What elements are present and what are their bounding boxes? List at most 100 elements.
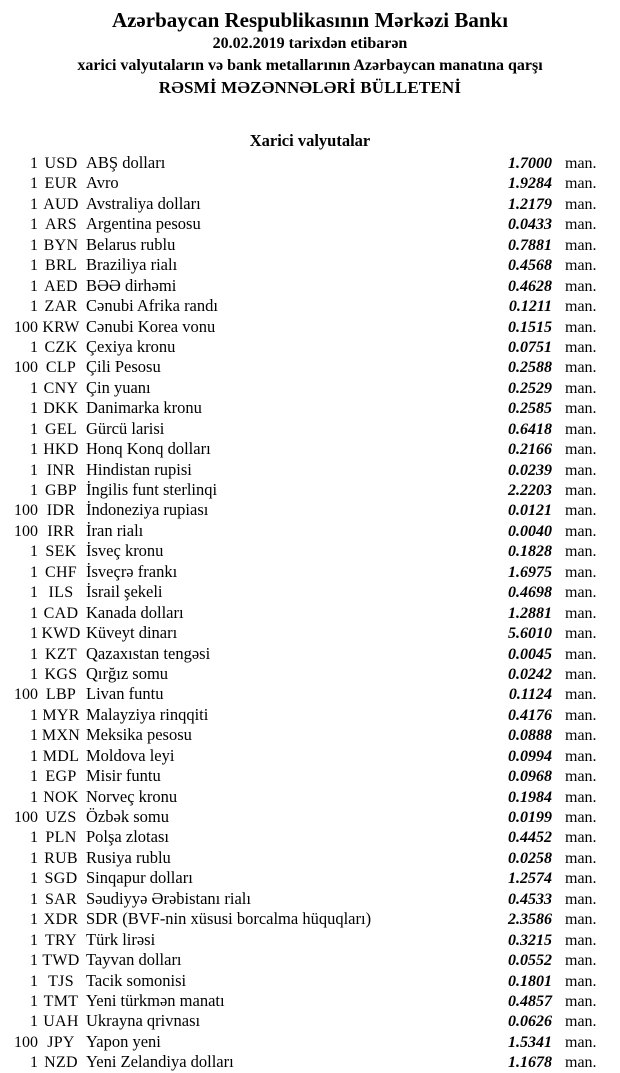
row-unit: man.	[565, 461, 597, 479]
row-quantity: 1	[30, 175, 38, 193]
row-quantity: 1	[30, 747, 38, 765]
rate-row: 100 LBP Livan funtu 0.1124 man.	[0, 684, 620, 704]
row-code: DKK	[43, 400, 79, 418]
row-code: KZT	[44, 645, 77, 663]
row-code: GEL	[44, 420, 77, 438]
row-code: KRW	[42, 318, 80, 336]
row-rate: 0.1124	[508, 686, 552, 704]
rate-row: 1 BYN Belarus rublu 0.7881 man.	[0, 235, 620, 255]
row-unit: man.	[565, 952, 597, 970]
row-unit: man.	[565, 195, 597, 213]
rate-row: 1 ARS Argentina pesosu 0.0433 man.	[0, 214, 620, 234]
row-quantity: 100	[14, 318, 38, 336]
row-code: NOK	[43, 788, 79, 806]
row-currency-name: Ukrayna qrivnası	[86, 1011, 201, 1031]
row-currency-name: Belarus rublu	[86, 234, 176, 254]
row-unit: man.	[565, 849, 597, 867]
row-rate: 0.4568	[508, 257, 552, 275]
row-rate: 0.0045	[508, 645, 552, 663]
row-rate: 0.1211	[508, 298, 552, 316]
row-quantity: 100	[14, 1033, 38, 1051]
row-rate: 0.0433	[508, 216, 552, 234]
row-quantity: 1	[30, 277, 38, 295]
row-quantity: 1	[30, 727, 38, 745]
row-unit: man.	[565, 543, 597, 561]
row-code: INR	[46, 461, 76, 479]
row-quantity: 1	[30, 911, 38, 929]
row-unit: man.	[565, 359, 597, 377]
rate-row: 1 KWD Küveyt dinarı 5.6010 man.	[0, 623, 620, 643]
row-rate: 0.0121	[508, 502, 552, 520]
row-quantity: 1	[30, 420, 38, 438]
row-currency-name: Malayziya rinqqiti	[86, 704, 209, 724]
row-quantity: 1	[30, 1054, 38, 1072]
rate-row: 1 NZD Yeni Zelandiya dolları 1.1678 man.	[0, 1052, 620, 1072]
row-code: JPY	[47, 1033, 75, 1051]
row-unit: man.	[565, 992, 597, 1010]
row-quantity: 1	[30, 665, 38, 683]
rate-row: 1 HKD Honq Konq dolları 0.2166 man.	[0, 439, 620, 459]
row-rate: 0.2166	[508, 441, 552, 459]
row-quantity: 1	[30, 788, 38, 806]
row-unit: man.	[565, 155, 597, 172]
row-quantity: 100	[14, 522, 38, 540]
row-currency-name: SDR (BVF-nin xüsusi borcalma hüquqları)	[86, 909, 372, 929]
row-quantity: 100	[14, 809, 38, 826]
row-quantity: 1	[30, 625, 38, 643]
rate-row: 1 MYR Malayziya rinqqiti 0.4176 man.	[0, 705, 620, 725]
row-currency-name: Norveç kronu	[86, 786, 178, 806]
row-currency-name: Avro	[86, 173, 119, 193]
row-unit: man.	[565, 788, 597, 806]
row-rate: 0.3215	[508, 931, 552, 949]
row-code: MXN	[41, 727, 81, 745]
row-quantity: 1	[30, 890, 38, 908]
row-unit: man.	[565, 972, 597, 990]
row-currency-name: Misir funtu	[86, 766, 161, 786]
row-unit: man.	[565, 257, 597, 275]
rate-row: 1 GEL Gürcü larisi 0.6418 man.	[0, 419, 620, 439]
row-code: CLP	[45, 359, 77, 377]
row-code: CZK	[44, 338, 78, 356]
rate-row: 1 SGD Sinqapur dolları 1.2574 man.	[0, 868, 620, 888]
rate-row: 1 MDL Moldova leyi 0.0994 man.	[0, 746, 620, 766]
row-quantity: 1	[30, 829, 38, 847]
rate-row: 1 NOK Norveç kronu 0.1984 man.	[0, 787, 620, 807]
row-rate: 0.2529	[508, 379, 552, 397]
row-unit: man.	[565, 911, 597, 929]
row-rate: 2.2203	[508, 482, 552, 499]
row-currency-name: Cənubi Korea vonu	[86, 316, 216, 336]
row-unit: man.	[565, 277, 597, 295]
row-quantity: 1	[30, 952, 38, 970]
row-quantity: 1	[30, 543, 38, 561]
row-quantity: 1	[30, 1013, 38, 1031]
row-quantity: 1	[30, 706, 38, 724]
row-unit: man.	[565, 1054, 597, 1072]
row-currency-name: Kanada dolları	[86, 602, 184, 622]
row-unit: man.	[565, 563, 597, 581]
row-quantity: 100	[14, 502, 38, 520]
row-rate: 0.0258	[508, 849, 552, 867]
rate-row: 1 AED BƏƏ dirhəmi 0.4628 man.	[0, 276, 620, 296]
row-unit: man.	[565, 236, 597, 254]
rate-row: 1 PLN Polşa zlotası 0.4452 man.	[0, 827, 620, 847]
row-unit: man.	[565, 870, 597, 888]
row-code: LBP	[45, 686, 77, 704]
row-unit: man.	[565, 420, 597, 438]
rate-row: 100 KRW Cənubi Korea vonu 0.1515 man.	[0, 317, 620, 337]
row-currency-name: İndoneziya rupiası	[86, 500, 209, 520]
row-rate: 1.1678	[508, 1054, 552, 1072]
row-unit: man.	[565, 522, 597, 540]
rate-row: 1 AUD Avstraliya dolları 1.2179 man.	[0, 194, 620, 214]
rate-row: 1 CAD Kanada dolları 1.2881 man.	[0, 603, 620, 623]
row-quantity: 1	[30, 236, 38, 254]
row-currency-name: İran rialı	[86, 520, 144, 540]
row-rate: 0.7881	[508, 236, 552, 254]
row-code: TMT	[43, 992, 79, 1010]
row-rate: 0.1828	[508, 543, 552, 561]
rate-row: 1 EUR Avro 1.9284 man.	[0, 173, 620, 193]
row-currency-name: Özbək somu	[86, 807, 169, 826]
row-currency-name: Danimarka kronu	[86, 398, 202, 418]
section-title-foreign-currencies: Xarici valyutalar	[249, 131, 371, 150]
row-code: KWD	[41, 625, 81, 643]
row-unit: man.	[565, 175, 597, 193]
